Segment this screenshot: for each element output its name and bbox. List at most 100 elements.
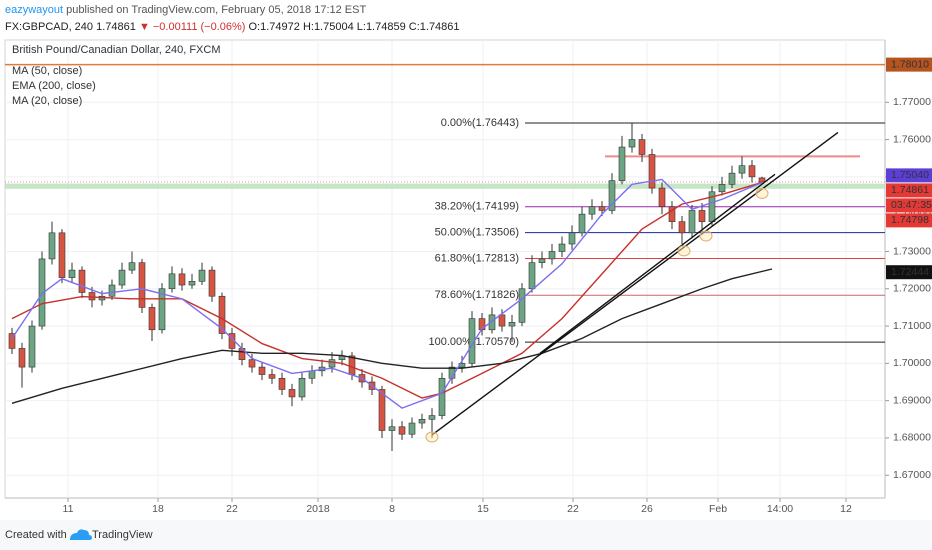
candle-body xyxy=(688,210,696,234)
candle-body xyxy=(738,165,746,174)
chart-title: British Pound/Canadian Dollar, 240, FXCM xyxy=(12,44,221,56)
candle-body xyxy=(118,269,126,286)
candle-body xyxy=(8,333,16,349)
candle-body xyxy=(588,206,596,215)
price-label: 1.75040 xyxy=(891,169,929,181)
candle-body xyxy=(418,419,426,424)
y-tick-label: 1.67000 xyxy=(893,469,931,481)
x-tick-label: 22 xyxy=(226,503,238,515)
candle-body xyxy=(218,295,226,334)
fib-label: 0.00%(1.76443) xyxy=(441,117,519,129)
price-label-box xyxy=(886,213,932,228)
candle-body xyxy=(188,281,196,286)
publish-line: eazywayout published on TradingView.com,… xyxy=(5,4,366,16)
indicator-line xyxy=(11,181,763,399)
candle-body xyxy=(258,366,266,375)
high: H:1.75004 xyxy=(303,21,354,33)
candle-body xyxy=(198,269,206,282)
candle-body xyxy=(628,139,636,148)
candle-body xyxy=(58,232,66,278)
candle-body xyxy=(758,177,766,183)
candle-body xyxy=(678,221,686,234)
touch-point xyxy=(755,187,769,199)
y-tick-label: 1.70000 xyxy=(893,357,931,369)
candle-body xyxy=(748,165,756,178)
candle-body xyxy=(298,377,306,398)
candle-body xyxy=(148,307,156,331)
candle-body xyxy=(128,262,136,271)
candle-body xyxy=(718,184,726,193)
legend: MA (50, close) EMA (200, close) MA (20, cl… xyxy=(12,65,96,107)
symbol: FX:GBPCAD, 240 xyxy=(5,21,93,33)
touch-point xyxy=(677,245,691,257)
candle-body xyxy=(548,251,556,260)
fib-label: 78.60%(1.71826) xyxy=(435,289,519,301)
indicator-line xyxy=(11,268,773,404)
candle-body xyxy=(18,348,26,368)
candle-body xyxy=(408,422,416,435)
candle-body xyxy=(648,154,656,189)
candle-body xyxy=(138,262,146,308)
candle-body xyxy=(178,273,186,286)
x-tick-label: 15 xyxy=(477,503,489,515)
fib-label: 50.00%(1.73506) xyxy=(435,227,519,239)
price-label: 1.72444 xyxy=(891,266,929,278)
candle-body xyxy=(108,284,116,297)
candle-body xyxy=(498,314,506,327)
candle-body xyxy=(608,180,616,211)
candle-body xyxy=(488,314,496,331)
x-tick-label: 14:00 xyxy=(767,503,793,515)
candle-body xyxy=(48,232,56,260)
candle-body xyxy=(658,187,666,208)
candle-body xyxy=(618,146,626,181)
candle-body xyxy=(348,355,356,375)
tradingview-logo xyxy=(70,529,92,540)
support-band xyxy=(5,183,885,189)
y-tick-label: 1.72000 xyxy=(893,283,931,295)
candle-body xyxy=(638,139,646,155)
candle-body xyxy=(328,359,336,368)
last: 1.74861 xyxy=(96,21,136,33)
y-tick-label: 1.69000 xyxy=(893,394,931,406)
author[interactable]: eazywayout xyxy=(5,4,63,16)
candle-body xyxy=(438,377,446,416)
candle-body xyxy=(208,269,216,297)
touch-point xyxy=(699,230,713,242)
published: published on TradingView.com, February 0… xyxy=(66,4,366,16)
legend-entry: MA (50, close) xyxy=(12,65,82,77)
price-label-box xyxy=(886,265,932,280)
price-label-box xyxy=(886,168,932,183)
brand[interactable]: TradingView xyxy=(92,529,153,541)
indicator-line xyxy=(11,178,763,409)
candle-body xyxy=(558,243,566,252)
legend-entry: EMA (200, close) xyxy=(12,80,96,92)
x-tick-label: 11 xyxy=(63,503,74,515)
candle-body xyxy=(428,415,436,420)
countdown: 03:47:35 xyxy=(891,199,932,211)
price-label-box xyxy=(886,57,932,72)
fib-label: 38.20%(1.74199) xyxy=(435,201,519,213)
legend-entry: MA (20, close) xyxy=(12,95,82,107)
candle-body xyxy=(28,325,36,368)
candle-body xyxy=(38,258,46,327)
footer-bar xyxy=(0,520,932,550)
plot: 1.67000 1.68000 1.69000 1.70000 1.71000 1.720… xyxy=(5,40,932,515)
x-tick-label: 22 xyxy=(567,503,579,515)
y-tick-label: 1.68000 xyxy=(893,432,931,444)
candle-body xyxy=(598,206,606,211)
price-label: 1.74861 xyxy=(891,184,929,196)
candle-body xyxy=(568,232,576,245)
candle-body xyxy=(308,370,316,379)
candle-body xyxy=(668,206,676,222)
y-tick-label: 1.76000 xyxy=(893,133,931,145)
candle-body xyxy=(288,389,296,398)
candle-body xyxy=(538,258,546,263)
low: L:1.74859 xyxy=(357,21,406,33)
candle-body xyxy=(728,172,736,185)
candle-body xyxy=(248,359,256,368)
symbol-line: FX:GBPCAD, 240 1.74861 ▼ −0.00111 (−0.06… xyxy=(5,21,460,33)
candle-body xyxy=(388,426,396,431)
candle-body xyxy=(698,210,706,222)
candle-body xyxy=(528,262,536,290)
